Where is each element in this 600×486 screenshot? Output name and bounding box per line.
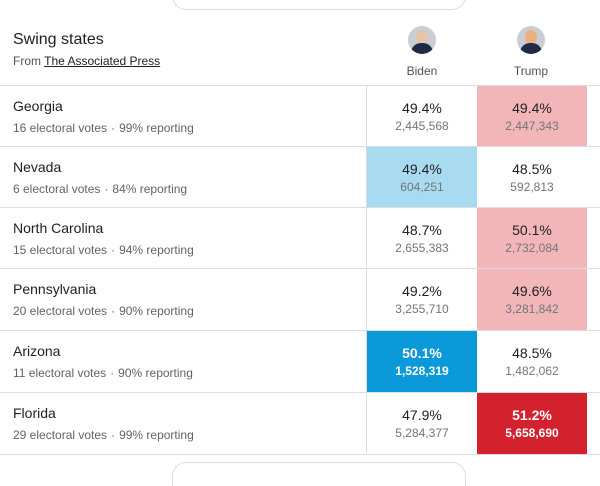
state-row-pennsylvania[interactable]: Pennsylvania 20 electoral votes · 90% repo… (0, 268, 600, 330)
state-meta: 6 electoral votes · 84% reporting (13, 182, 188, 196)
candidate-name-biden: Biden (406, 64, 438, 78)
trump-votes: 592,813 (510, 180, 554, 194)
biden-percent: 50.1% (402, 345, 442, 361)
section-title: Swing states (13, 31, 104, 48)
biden-percent: 49.4% (402, 161, 442, 177)
state-meta: 11 electoral votes · 90% reporting (13, 366, 193, 380)
trump-result: 48.5% 1,482,062 (477, 331, 587, 392)
trump-result: 49.6% 3,281,842 (477, 269, 587, 330)
trump-result: 49.4% 2,447,343 (477, 86, 587, 147)
trump-votes: 1,482,062 (505, 364, 559, 378)
state-name: Pennsylvania (13, 281, 97, 297)
trump-percent: 50.1% (512, 222, 552, 238)
candidate-trump: Trump (472, 26, 590, 78)
state-meta: 16 electoral votes · 99% reporting (13, 121, 194, 135)
trump-votes: 2,447,343 (505, 119, 559, 133)
trump-result: 48.5% 592,813 (477, 147, 587, 208)
trump-percent: 48.5% (512, 161, 552, 177)
trump-percent: 49.4% (512, 100, 552, 116)
biden-votes: 2,445,568 (395, 119, 449, 133)
biden-result: 48.7% 2,655,383 (367, 208, 477, 269)
biden-votes: 3,255,710 (395, 302, 449, 316)
trump-votes: 2,732,084 (505, 241, 559, 255)
state-name: Nevada (13, 159, 62, 175)
biden-votes: 1,528,319 (395, 364, 449, 378)
trump-percent: 51.2% (512, 407, 552, 423)
state-row-florida[interactable]: Florida 29 electoral votes · 99% reporting… (0, 392, 600, 455)
biden-percent: 49.4% (402, 100, 442, 116)
biden-votes: 604,251 (400, 180, 444, 194)
column-divider (366, 85, 367, 453)
swing-states-header: Swing states From The Associated Press B… (0, 0, 600, 85)
biden-result: 49.2% 3,255,710 (367, 269, 477, 330)
state-row-north-carolina[interactable]: North Carolina 15 electoral votes · 94% re… (0, 207, 600, 269)
show-more-button[interactable] (172, 462, 466, 486)
biden-percent: 47.9% (402, 407, 442, 423)
candidate-photo-biden (408, 26, 436, 54)
trump-percent: 48.5% (512, 345, 552, 361)
biden-votes: 2,655,383 (395, 241, 449, 255)
state-name: North Carolina (13, 220, 104, 236)
biden-result: 47.9% 5,284,377 (367, 393, 477, 454)
state-row-georgia[interactable]: Georgia 16 electoral votes · 99% reporting… (0, 85, 600, 147)
state-name: Georgia (13, 98, 63, 114)
biden-percent: 49.2% (402, 283, 442, 299)
biden-percent: 48.7% (402, 222, 442, 238)
state-name: Arizona (13, 343, 61, 359)
candidate-photo-trump (517, 26, 545, 54)
source-link[interactable]: The Associated Press (44, 54, 161, 68)
trump-result: 51.2% 5,658,690 (477, 393, 587, 454)
trump-result: 50.1% 2,732,084 (477, 208, 587, 269)
candidate-biden: Biden (363, 26, 481, 78)
trump-votes: 5,658,690 (505, 426, 559, 440)
biden-result: 49.4% 2,445,568 (367, 86, 477, 147)
state-meta: 29 electoral votes · 99% reporting (13, 428, 194, 442)
biden-result: 50.1% 1,528,319 (367, 331, 477, 392)
candidate-name-trump: Trump (513, 64, 549, 78)
trump-percent: 49.6% (512, 283, 552, 299)
biden-votes: 5,284,377 (395, 426, 449, 440)
state-meta: 20 electoral votes · 90% reporting (13, 304, 194, 318)
state-row-nevada[interactable]: Nevada 6 electoral votes · 84% reporting 4… (0, 146, 600, 208)
source-prefix: From (13, 54, 41, 68)
trump-votes: 3,281,842 (505, 302, 559, 316)
source-line: From The Associated Press (13, 54, 160, 68)
biden-result: 49.4% 604,251 (367, 147, 477, 208)
state-meta: 15 electoral votes · 94% reporting (13, 243, 194, 257)
state-row-arizona[interactable]: Arizona 11 electoral votes · 90% reporting… (0, 330, 600, 392)
state-name: Florida (13, 405, 56, 421)
